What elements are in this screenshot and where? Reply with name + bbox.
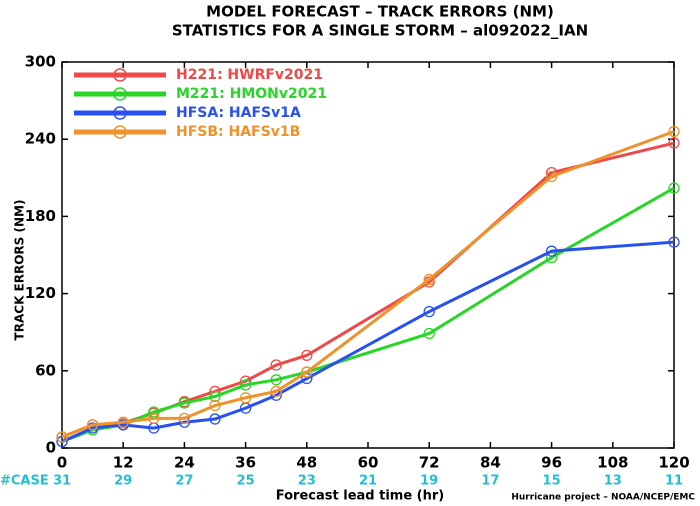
- series-line: [61, 130, 675, 439]
- data-point: [423, 305, 435, 318]
- legend-marker: [113, 125, 127, 139]
- legend-label: HFSA: HAFSv1A: [176, 105, 301, 121]
- data-point: [117, 416, 129, 428]
- case-count: 13: [604, 474, 622, 489]
- x-tick-label: 72: [419, 454, 440, 472]
- data-point: [209, 390, 221, 403]
- case-count: 15: [543, 474, 561, 489]
- x-tick-label: 108: [597, 454, 628, 472]
- data-point: [209, 399, 221, 412]
- case-count: 25: [237, 474, 255, 489]
- case-count: 11: [665, 474, 683, 489]
- data-point: [148, 412, 160, 425]
- y-tick-label: 0: [46, 439, 56, 457]
- footer: Hurricane project – NOAA/NCEP/EMC: [511, 493, 695, 503]
- x-tick-label: 96: [541, 454, 562, 472]
- x-tick-label: 60: [358, 454, 379, 472]
- data-point: [270, 359, 282, 371]
- data-point: [301, 366, 313, 378]
- case-count: 27: [175, 474, 193, 489]
- series-line: [61, 186, 675, 443]
- legend-marker: [113, 87, 127, 101]
- y-tick-label: 240: [25, 130, 56, 148]
- data-point: [86, 419, 99, 431]
- plot-frame: [61, 61, 675, 449]
- case-count: 29: [114, 474, 132, 489]
- data-point: [239, 379, 252, 391]
- x-tick-label: 24: [174, 454, 195, 472]
- x-tick-label: 48: [296, 454, 317, 472]
- x-tick-label: 36: [235, 454, 256, 472]
- y-tick-label: 120: [25, 284, 56, 302]
- data-point: [56, 431, 68, 443]
- data-point: [423, 327, 435, 340]
- x-tick-label: 120: [658, 454, 689, 472]
- legend-marker: [113, 68, 127, 82]
- data-point: [301, 349, 313, 362]
- legend-marker: [113, 106, 127, 120]
- data-point: [178, 397, 191, 409]
- chart-title: MODEL FORECAST – TRACK ERRORS (NM): [206, 3, 554, 21]
- y-tick-label: 300: [25, 53, 56, 71]
- data-point: [668, 236, 680, 248]
- data-point: [668, 182, 680, 194]
- legend-label: H221: HWRFv2021: [176, 67, 323, 83]
- x-tick-label: 12: [113, 454, 134, 472]
- data-point: [270, 385, 282, 398]
- data-point: [239, 392, 252, 404]
- case-count: 23: [298, 474, 316, 489]
- case-count: 17: [481, 474, 499, 489]
- case-count: 21: [359, 474, 377, 489]
- data-point: [668, 137, 680, 149]
- data-point: [209, 413, 221, 425]
- case-count: 19: [420, 474, 438, 489]
- data-point: [178, 412, 191, 425]
- data-point: [668, 125, 680, 138]
- chart-subtitle: STATISTICS FOR A SINGLE STORM – al092022…: [172, 22, 588, 40]
- data-point: [545, 170, 558, 183]
- y-tick-label: 60: [35, 361, 56, 379]
- legend-label: HFSB: HAFSv1B: [176, 124, 300, 140]
- data-point: [423, 273, 435, 286]
- data-point: [270, 374, 282, 386]
- y-axis-label: TRACK ERRORS (NM): [13, 200, 27, 341]
- y-tick-label: 180: [25, 207, 56, 225]
- data-point: [545, 245, 558, 257]
- legend-label: M221: HMONv2021: [176, 86, 327, 102]
- case-label: #CASE: [0, 474, 49, 489]
- x-axis-label: Forecast lead time (hr): [276, 489, 444, 504]
- x-tick-label: 84: [480, 454, 501, 472]
- case-count: 31: [53, 474, 71, 489]
- x-tick-label: 0: [57, 454, 67, 472]
- series-line: [61, 141, 675, 439]
